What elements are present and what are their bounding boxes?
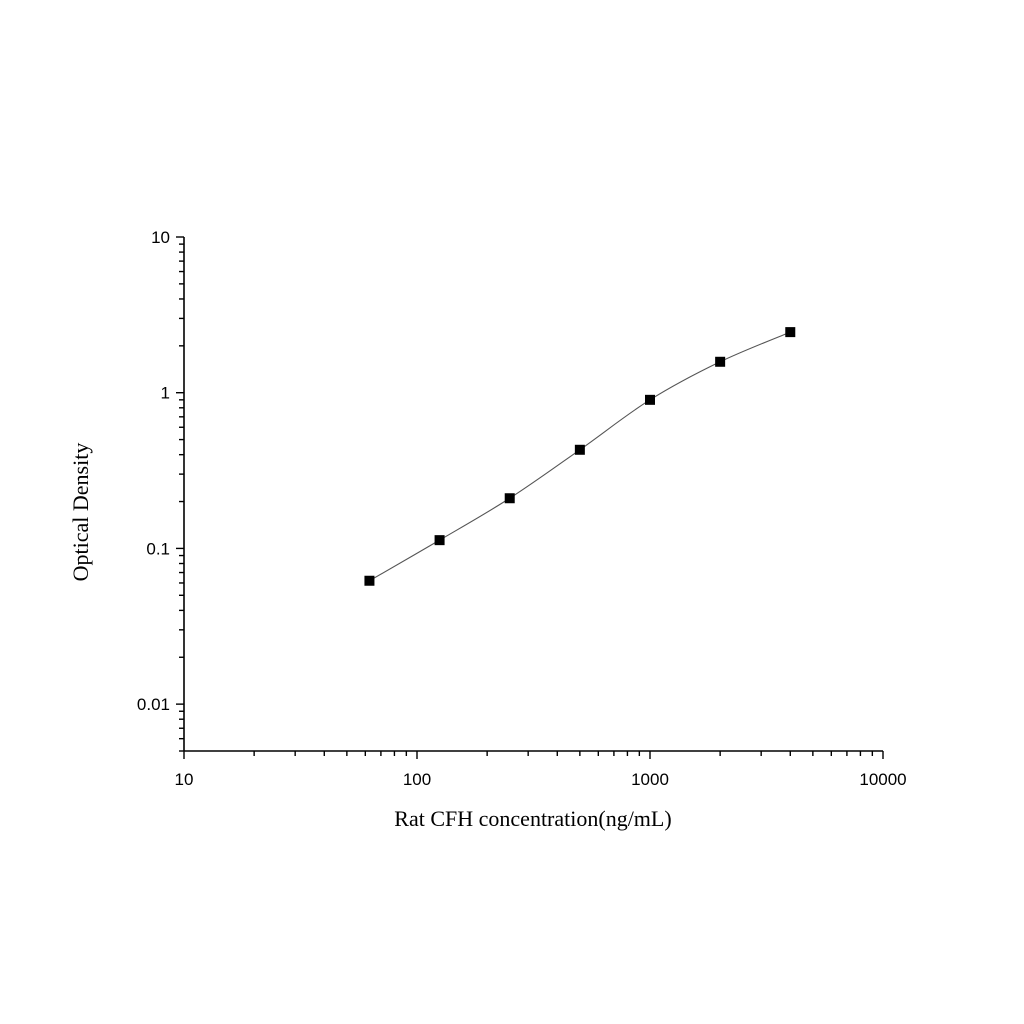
y-tick-label: 0.1	[146, 539, 170, 558]
data-point	[785, 327, 796, 338]
data-point	[434, 535, 445, 546]
data-point	[574, 444, 585, 455]
fit-curve	[369, 331, 791, 582]
x-tick-label: 10	[175, 770, 194, 789]
axes	[183, 237, 883, 752]
y-tick-labels: 0.01 0.1 1 10	[137, 228, 170, 714]
data-point	[504, 493, 515, 504]
x-axis-title: Rat CFH concentration(ng/mL)	[394, 806, 671, 831]
y-axis-title: Optical Density	[68, 443, 93, 582]
y-ticks	[176, 236, 184, 752]
x-tick-label: 100	[403, 770, 431, 789]
y-tick-label: 0.01	[137, 695, 170, 714]
data-point	[715, 356, 726, 367]
y-tick-label: 10	[151, 228, 170, 247]
x-tick-label: 1000	[631, 770, 669, 789]
data-point	[364, 575, 375, 586]
y-tick-label: 1	[161, 384, 170, 403]
x-ticks	[183, 751, 884, 759]
x-tick-label: 10000	[859, 770, 906, 789]
x-tick-labels: 10 100 1000 10000	[175, 770, 907, 789]
data-point	[645, 394, 655, 405]
data-points	[364, 327, 796, 586]
